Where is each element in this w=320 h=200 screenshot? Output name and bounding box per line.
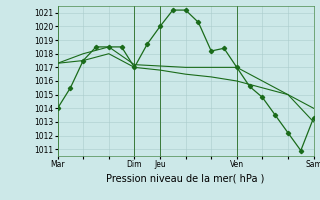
X-axis label: Pression niveau de la mer( hPa ): Pression niveau de la mer( hPa ): [107, 173, 265, 183]
